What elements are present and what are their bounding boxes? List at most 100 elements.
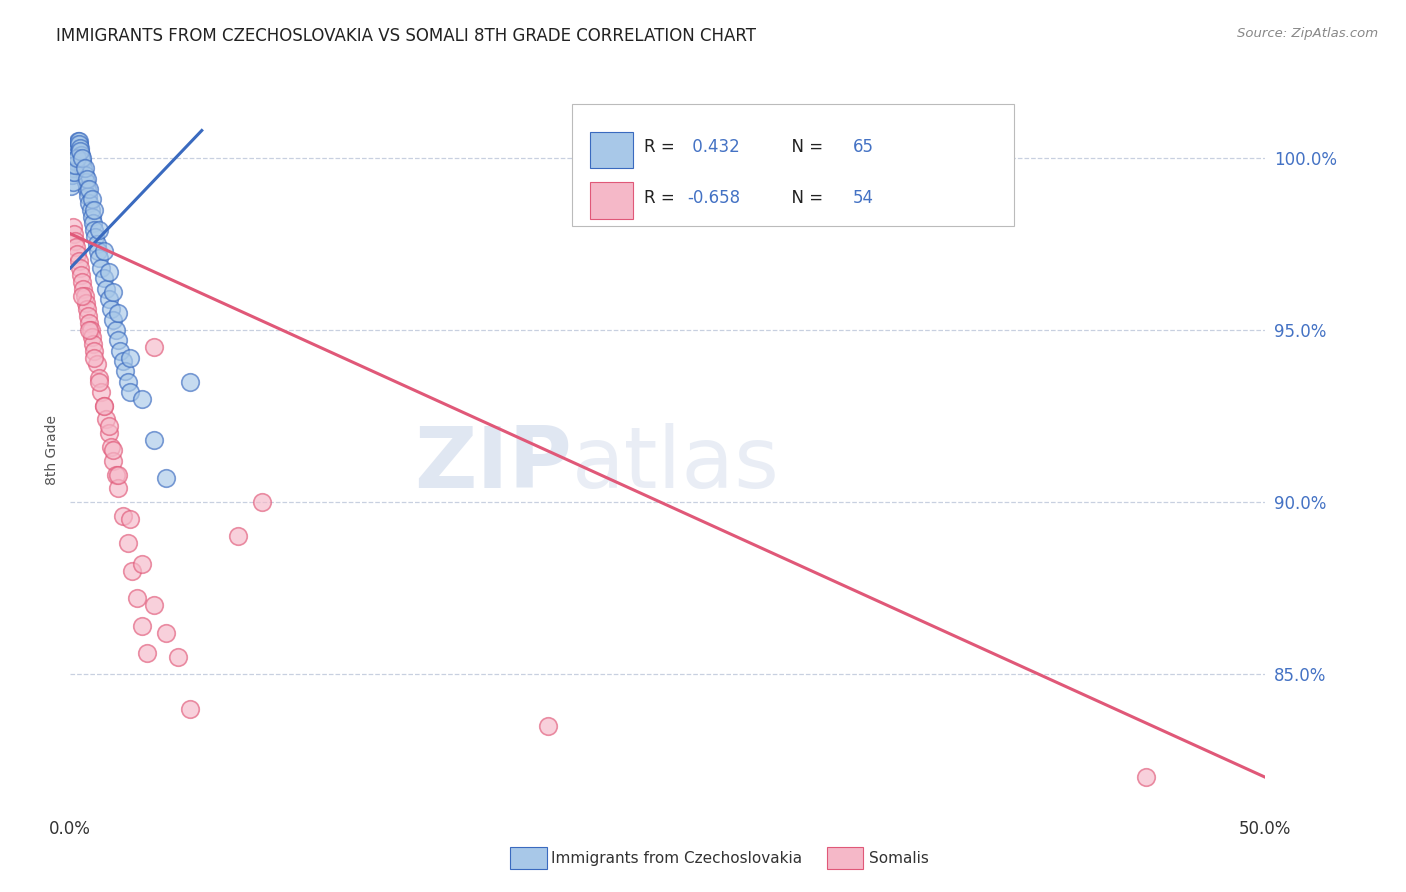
Point <box>111 354 134 368</box>
Point <box>72 161 94 176</box>
Point <box>60 178 83 193</box>
Point <box>87 244 110 258</box>
Point <box>65 147 87 161</box>
Point <box>107 334 129 348</box>
Point <box>131 392 153 406</box>
Point <box>155 625 177 640</box>
Point <box>120 351 141 365</box>
Point <box>226 529 249 543</box>
FancyBboxPatch shape <box>591 182 633 219</box>
Point <box>77 189 100 203</box>
Point <box>100 302 122 317</box>
Point <box>70 268 93 282</box>
Point <box>93 244 115 258</box>
Point <box>80 330 103 344</box>
Point <box>107 306 129 320</box>
Point <box>107 467 129 482</box>
Point <box>117 536 139 550</box>
Point <box>62 161 84 176</box>
Point <box>82 336 104 351</box>
Point <box>63 234 86 248</box>
Point <box>83 343 105 358</box>
Point <box>79 202 101 217</box>
Point <box>104 467 127 482</box>
Point <box>76 302 98 317</box>
Point <box>103 285 125 300</box>
Point <box>131 557 153 571</box>
Point <box>127 591 149 606</box>
Point <box>104 323 127 337</box>
Point <box>77 310 100 324</box>
Point <box>76 171 98 186</box>
Point <box>97 292 120 306</box>
Point <box>97 426 120 441</box>
Point <box>63 158 86 172</box>
Point <box>63 227 86 241</box>
Point <box>87 371 110 385</box>
Point <box>66 247 89 261</box>
Point <box>83 351 105 365</box>
Point <box>69 261 91 276</box>
Point <box>75 295 97 310</box>
Point <box>70 288 93 302</box>
Point <box>107 481 129 495</box>
Point <box>62 219 84 234</box>
Point <box>97 264 120 278</box>
Point <box>66 151 89 165</box>
Point <box>76 182 98 196</box>
Text: 65: 65 <box>853 138 875 156</box>
Text: IMMIGRANTS FROM CZECHOSLOVAKIA VS SOMALI 8TH GRADE CORRELATION CHART: IMMIGRANTS FROM CZECHOSLOVAKIA VS SOMALI… <box>56 27 756 45</box>
Point <box>1135 770 1157 784</box>
Point <box>143 433 166 447</box>
Point <box>90 261 112 276</box>
Point <box>83 202 105 217</box>
Y-axis label: 8th Grade: 8th Grade <box>45 416 59 485</box>
Point <box>86 358 108 372</box>
Point <box>143 599 166 613</box>
Point <box>63 154 86 169</box>
Point <box>70 147 93 161</box>
Text: atlas: atlas <box>572 424 780 507</box>
Point <box>114 364 136 378</box>
Point <box>63 158 86 172</box>
Point <box>120 384 141 399</box>
Point <box>90 384 112 399</box>
Point <box>66 137 89 152</box>
Point <box>83 223 105 237</box>
Point <box>167 649 190 664</box>
Text: 0.432: 0.432 <box>688 138 740 156</box>
Point <box>72 282 94 296</box>
Point <box>103 454 125 468</box>
Point <box>65 144 87 158</box>
Point <box>96 282 118 296</box>
Text: Somalis: Somalis <box>869 851 929 865</box>
Point <box>110 343 132 358</box>
Point <box>79 195 101 210</box>
Point <box>100 440 122 454</box>
Point <box>75 175 97 189</box>
Text: N =: N = <box>782 138 828 156</box>
Text: 54: 54 <box>853 188 875 207</box>
Point <box>80 210 103 224</box>
Point <box>87 251 110 265</box>
Text: -0.658: -0.658 <box>688 188 740 207</box>
Text: R =: R = <box>644 138 681 156</box>
Point <box>93 399 115 413</box>
Point <box>66 141 89 155</box>
Text: Immigrants from Czechoslovakia: Immigrants from Czechoslovakia <box>551 851 803 865</box>
Point <box>70 275 93 289</box>
Point <box>63 165 86 179</box>
Point <box>155 471 177 485</box>
Text: ZIP: ZIP <box>415 424 572 507</box>
Point <box>103 312 125 326</box>
Point <box>84 230 107 244</box>
Point <box>63 151 86 165</box>
Point <box>80 192 103 206</box>
Point <box>62 165 84 179</box>
Point <box>87 375 110 389</box>
FancyBboxPatch shape <box>591 132 633 169</box>
Point <box>87 223 110 237</box>
Point <box>62 175 84 189</box>
Point <box>96 412 118 426</box>
Text: R =: R = <box>644 188 681 207</box>
